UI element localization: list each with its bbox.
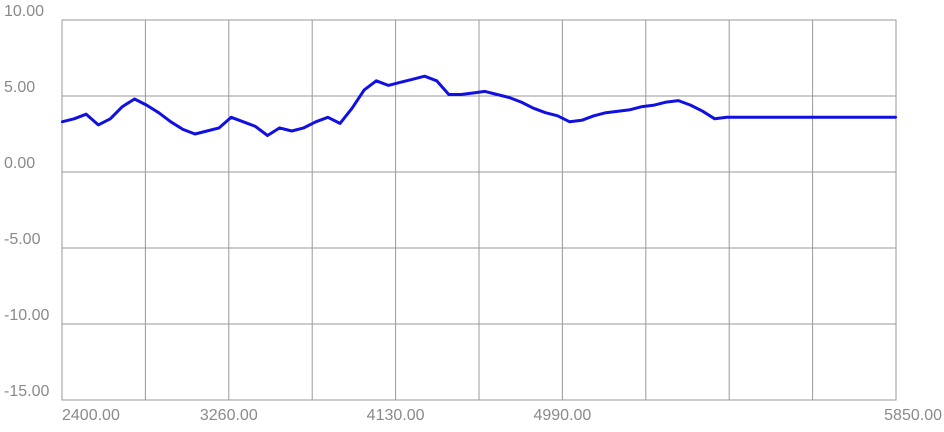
series-line [61, 74, 896, 137]
data-point [447, 93, 450, 96]
data-point [72, 117, 76, 121]
data-point [205, 129, 209, 133]
data-point [628, 108, 632, 111]
data-point [810, 116, 813, 119]
data-point [314, 120, 318, 124]
data-point [858, 116, 861, 119]
x-tick-label: 4990.00 [533, 407, 591, 424]
y-tick-label: -15.00 [4, 383, 49, 400]
data-point [133, 97, 136, 101]
data-point [266, 134, 269, 137]
data-point [193, 132, 197, 136]
data-point [689, 103, 692, 107]
series-group [60, 74, 898, 137]
x-tick-label: 3260.00 [200, 407, 258, 424]
data-point [544, 111, 547, 114]
data-point [604, 111, 608, 114]
data-point [616, 110, 620, 113]
data-point [242, 120, 245, 124]
y-tick-label: 0.00 [4, 155, 35, 172]
data-point [217, 126, 221, 130]
data-point [882, 116, 886, 119]
data-point [423, 75, 426, 78]
data-point [157, 111, 160, 114]
y-tick-label: 5.00 [4, 79, 35, 96]
data-point [435, 79, 438, 83]
data-point [181, 128, 185, 131]
x-tick-label: 2400.00 [62, 407, 120, 424]
data-point [483, 90, 487, 93]
data-point [773, 116, 777, 119]
data-point [653, 103, 656, 107]
data-point [387, 84, 390, 87]
data-point [737, 116, 741, 119]
data-point [362, 88, 366, 92]
data-point [665, 100, 668, 104]
data-point [592, 114, 596, 117]
data-point [822, 116, 825, 119]
data-point [568, 120, 571, 124]
data-point [109, 117, 112, 121]
data-point [254, 125, 257, 128]
data-point [520, 100, 523, 104]
x-axis-ticks: 2400.00 3260.00 4130.00 4990.00 5850.00 [62, 407, 942, 424]
data-point [556, 114, 559, 117]
data-point [278, 126, 281, 130]
data-point [375, 79, 378, 83]
data-point [495, 93, 499, 96]
data-point [97, 123, 100, 127]
data-point [302, 126, 305, 130]
data-point [60, 120, 64, 124]
data-point [84, 113, 88, 116]
data-point [399, 81, 402, 84]
data-point [338, 122, 342, 125]
y-tick-label: -5.00 [4, 231, 41, 248]
y-axis-ticks: 10.00 5.00 0.00 -5.00 -10.00 -15.00 [4, 3, 49, 400]
data-point [834, 116, 837, 119]
data-point [701, 110, 704, 113]
data-point [508, 96, 511, 99]
data-point [411, 78, 414, 81]
data-point [894, 116, 898, 119]
data-point [471, 91, 475, 95]
x-tick-label: 4130.00 [367, 407, 425, 424]
y-tick-label: -10.00 [4, 307, 49, 324]
y-tick-label: 10.00 [4, 3, 44, 20]
x-tick-label: 5850.00 [884, 407, 942, 424]
data-point [761, 116, 765, 119]
data-point [459, 93, 463, 96]
data-point [532, 106, 535, 110]
data-point [846, 116, 849, 119]
data-point [145, 103, 148, 107]
grid [61, 19, 897, 401]
data-point [798, 116, 801, 119]
data-point [230, 116, 233, 119]
data-point [677, 99, 680, 102]
data-point [580, 119, 583, 122]
data-point [121, 105, 124, 108]
data-point [350, 106, 354, 110]
data-point [786, 116, 789, 119]
data-point [169, 120, 172, 124]
data-point [713, 117, 716, 121]
data-point [326, 116, 330, 119]
data-point [870, 116, 874, 119]
data-point [749, 116, 753, 119]
data-point [640, 105, 644, 108]
data-point [290, 129, 293, 133]
data-point [725, 116, 728, 119]
